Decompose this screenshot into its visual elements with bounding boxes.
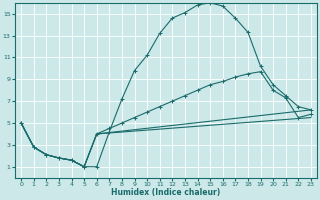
X-axis label: Humidex (Indice chaleur): Humidex (Indice chaleur) <box>111 188 221 197</box>
